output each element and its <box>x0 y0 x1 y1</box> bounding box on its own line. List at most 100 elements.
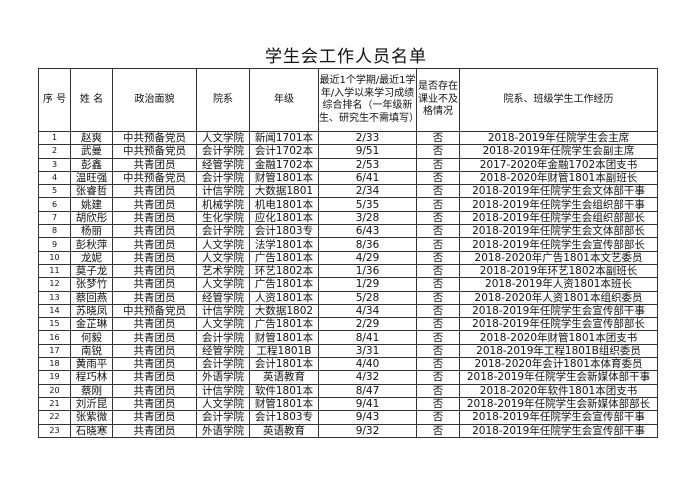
row-ranking: 6/41 <box>318 170 417 186</box>
row-index: 18 <box>38 357 71 372</box>
row-index: 21 <box>38 396 71 412</box>
row-failed-courses: 否 <box>416 170 460 186</box>
row-political-status: 共青团员 <box>112 184 197 199</box>
row-college: 会计学院 <box>196 410 250 425</box>
header-college: 院系 <box>196 68 250 132</box>
table-row: 3 彭鑫 共青团员 经管学院 金融1702本 2/53 否 2017-2020年金融1702本… <box>38 157 658 172</box>
row-failed-courses: 否 <box>416 357 460 372</box>
row-index: 12 <box>38 277 71 292</box>
row-political-status: 共青团员 <box>112 197 197 212</box>
row-ranking: 9/43 <box>318 410 417 425</box>
row-college: 人文学院 <box>196 237 250 252</box>
row-failed-courses: 否 <box>416 410 460 425</box>
row-name: 何毅 <box>70 330 113 345</box>
row-experience: 2018-2019年任院学生会主席 <box>459 130 658 146</box>
row-college: 会计学院 <box>196 357 250 372</box>
row-experience: 2018-2019年环艺1802本副班长 <box>459 263 658 279</box>
row-index: 15 <box>38 317 71 332</box>
row-political-status: 共青团员 <box>112 383 197 398</box>
row-ranking: 8/47 <box>318 383 417 398</box>
table-row: 2 武曼 中共预备党员 会计学院 会计1702本 9/51 否 2018-2019年任院学生会… <box>38 144 658 159</box>
row-name: 苏晓凤 <box>70 303 113 319</box>
row-political-status: 共青团员 <box>112 330 197 345</box>
row-grade: 英语教育 <box>249 370 319 385</box>
row-experience: 2018-2020年财管1801本副班长 <box>459 170 658 186</box>
row-failed-courses: 否 <box>416 197 460 212</box>
row-name: 龙妮 <box>70 250 113 265</box>
row-political-status: 中共预备党员 <box>112 144 197 159</box>
header-failed-courses: 是否存在课业不及格情况 <box>416 68 460 132</box>
row-political-status: 共青团员 <box>112 357 197 372</box>
table-row: 12 张梦竹 共青团员 人文学院 广告1801本 1/29 否 2018-2019年人资180… <box>38 277 658 292</box>
row-experience: 2018-2019年任院学生会组织部部长 <box>459 210 658 226</box>
table-row: 21 刘沂昆 共青团员 人文学院 财管1801本 9/41 否 2018-2019年任院学生会… <box>38 396 658 412</box>
header-row: 序 号 姓 名 政治面貌 院系 年级 最近1个学期/最近1学年/入学以来学习成绩… <box>38 68 658 132</box>
row-failed-courses: 否 <box>416 277 460 292</box>
table-row: 17 南锐 共青团员 经管学院 工程1801B 3/31 否 2018-2019年工程1801… <box>38 343 658 359</box>
row-index: 19 <box>38 370 71 385</box>
row-college: 人文学院 <box>196 130 250 146</box>
row-experience: 2018-2019年任院学生会宣传部干事 <box>459 303 658 319</box>
row-political-status: 中共预备党员 <box>112 130 197 146</box>
row-political-status: 共青团员 <box>112 250 197 265</box>
row-failed-courses: 否 <box>416 210 460 226</box>
row-name: 黄雨平 <box>70 357 113 372</box>
row-political-status: 共青团员 <box>112 290 197 305</box>
row-experience: 2018-2019年工程1801B组织委员 <box>459 343 658 359</box>
row-index: 23 <box>38 423 71 438</box>
row-grade: 新闻1701本 <box>249 130 319 146</box>
row-failed-courses: 否 <box>416 224 460 239</box>
row-grade: 财管1801本 <box>249 396 319 412</box>
row-political-status: 共青团员 <box>112 277 197 292</box>
row-college: 计信学院 <box>196 303 250 319</box>
row-ranking: 9/32 <box>318 423 417 438</box>
row-experience: 2018-2019年任院学生会宣传部干事 <box>459 423 658 438</box>
row-name: 金芷琳 <box>70 317 113 332</box>
row-name: 程巧林 <box>70 370 113 385</box>
row-grade: 广告1801本 <box>249 277 319 292</box>
row-index: 11 <box>38 263 71 279</box>
row-grade: 会计1702本 <box>249 144 319 159</box>
table-row: 18 黄雨平 共青团员 会计学院 会计1801本 4/40 否 2018-2020年会计180… <box>38 357 658 372</box>
row-grade: 英语教育 <box>249 423 319 438</box>
row-experience: 2018-2019年任院学生会宣传部部长 <box>459 317 658 332</box>
row-ranking: 1/29 <box>318 277 417 292</box>
row-grade: 财管1801本 <box>249 170 319 186</box>
row-index: 10 <box>38 250 71 265</box>
row-failed-courses: 否 <box>416 157 460 172</box>
row-college: 外语学院 <box>196 423 250 438</box>
row-ranking: 8/41 <box>318 330 417 345</box>
row-grade: 会计1803专 <box>249 224 319 239</box>
row-index: 1 <box>38 130 71 146</box>
row-experience: 2018-2020年财管1801本团支书 <box>459 330 658 345</box>
row-ranking: 8/36 <box>318 237 417 252</box>
row-index: 20 <box>38 383 71 398</box>
row-college: 经管学院 <box>196 290 250 305</box>
row-ranking: 6/43 <box>318 224 417 239</box>
row-name: 蔡刚 <box>70 383 113 398</box>
row-college: 人文学院 <box>196 317 250 332</box>
row-name: 胡欣彤 <box>70 210 113 226</box>
row-experience: 2018-2019年任院学生会副主席 <box>459 144 658 159</box>
row-failed-courses: 否 <box>416 144 460 159</box>
row-political-status: 共青团员 <box>112 210 197 226</box>
table-row: 20 蔡刚 共青团员 计信学院 软件1801本 8/47 否 2018-2020年软件1801… <box>38 383 658 398</box>
row-index: 14 <box>38 303 71 319</box>
row-grade: 财管1801本 <box>249 330 319 345</box>
table-row: 1 赵爽 中共预备党员 人文学院 新闻1701本 2/33 否 2018-2019年任院学生会… <box>38 130 658 146</box>
row-grade: 大数据1802 <box>249 303 319 319</box>
row-experience: 2018-2019年人资1801本班长 <box>459 277 658 292</box>
row-grade: 机电1801本 <box>249 197 319 212</box>
row-failed-courses: 否 <box>416 317 460 332</box>
row-political-status: 中共预备党员 <box>112 303 197 319</box>
row-ranking: 2/29 <box>318 317 417 332</box>
table-row: 13 蔡回燕 共青团员 经管学院 人资1801本 5/28 否 2018-2020年人资180… <box>38 290 658 305</box>
row-grade: 环艺1802本 <box>249 263 319 279</box>
table-row: 4 温旺强 中共预备党员 会计学院 财管1801本 6/41 否 2018-2020年财管18… <box>38 170 658 186</box>
row-grade: 金融1702本 <box>249 157 319 172</box>
row-failed-courses: 否 <box>416 237 460 252</box>
row-college: 经管学院 <box>196 343 250 359</box>
header-name: 姓 名 <box>70 68 113 132</box>
row-failed-courses: 否 <box>416 330 460 345</box>
table-row: 7 胡欣彤 共青团员 生化学院 应化1801本 3/28 否 2018-2019年任院学生会组… <box>38 210 658 226</box>
